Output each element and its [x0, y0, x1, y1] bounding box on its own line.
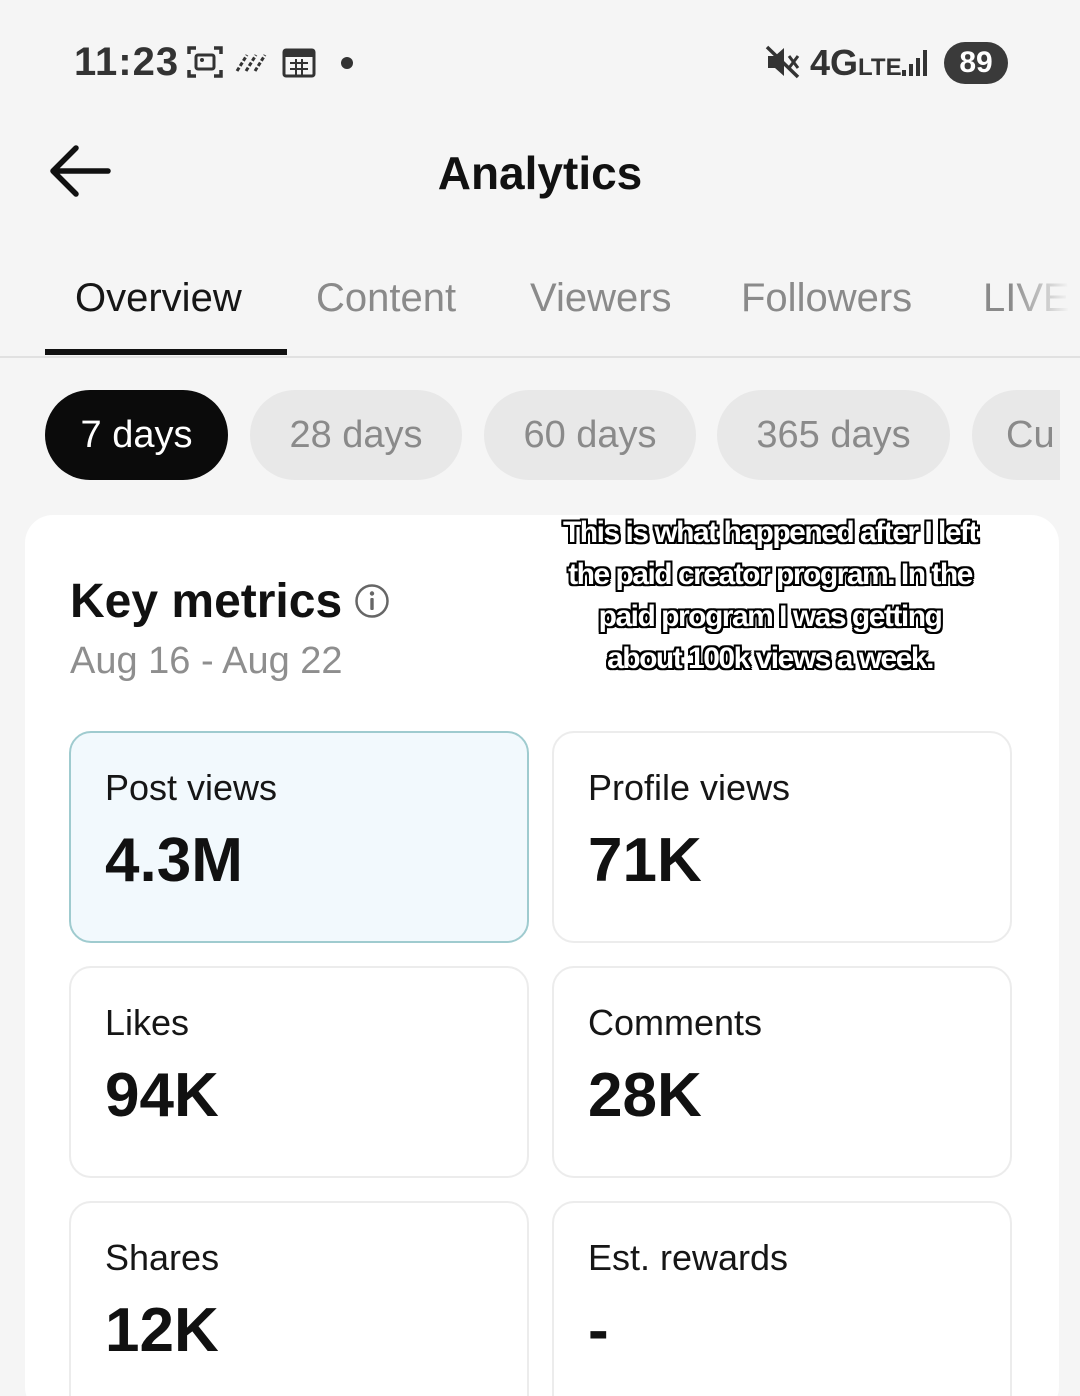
range-chip-365-days[interactable]: 365 days — [717, 390, 950, 480]
metric-value: - — [588, 1296, 609, 1365]
metric-value: 94K — [105, 1061, 219, 1130]
app-header: Analytics — [0, 120, 1080, 230]
date-range-label: Aug 16 - Aug 22 — [70, 640, 343, 682]
range-chip-28-days[interactable]: 28 days — [250, 390, 462, 480]
info-icon[interactable] — [354, 583, 390, 619]
metric-card-profile-views[interactable]: Profile views 71K — [552, 731, 1012, 943]
calendar-icon — [282, 44, 316, 80]
metric-card-post-views[interactable]: Post views 4.3M — [69, 731, 529, 943]
nfc-icon — [234, 44, 268, 80]
metric-value: 12K — [105, 1296, 219, 1365]
metric-label: Comments — [588, 1002, 763, 1043]
status-bar: 11:23 4GLTE 89 — [0, 0, 1080, 120]
arrow-left-icon — [50, 145, 111, 197]
metric-label: Profile views — [588, 767, 791, 808]
analytics-tabs: Overview Content Viewers Followers LIVE — [0, 240, 1080, 358]
battery-indicator: 89 — [944, 42, 1008, 84]
metric-card-comments[interactable]: Comments 28K — [552, 966, 1012, 1178]
metric-value: 71K — [588, 826, 702, 895]
range-chip-7-days[interactable]: 7 days — [45, 390, 228, 480]
metric-card-est-rewards[interactable]: Est. rewards - — [552, 1201, 1012, 1396]
signal-icon — [900, 44, 932, 80]
tab-overview[interactable]: Overview — [75, 276, 242, 320]
tab-followers[interactable]: Followers — [741, 276, 913, 320]
metric-card-shares[interactable]: Shares 12K — [69, 1201, 529, 1396]
date-range-selector: 7 days 28 days 60 days 365 days Cu — [0, 390, 1060, 482]
notification-dot — [341, 57, 353, 69]
metric-label: Likes — [105, 1002, 190, 1043]
tab-viewers[interactable]: Viewers — [530, 276, 672, 320]
active-tab-indicator — [45, 349, 287, 355]
metric-label: Post views — [105, 767, 278, 808]
tabs-fade — [1010, 240, 1080, 356]
tab-content[interactable]: Content — [316, 276, 457, 320]
metric-label: Est. rewards — [588, 1237, 789, 1278]
range-chip-60-days[interactable]: 60 days — [484, 390, 696, 480]
metric-value: 4.3M — [105, 826, 243, 895]
screenshot-icon — [186, 44, 224, 80]
range-chip-custom[interactable]: Cu — [972, 390, 1060, 480]
metric-label: Shares — [105, 1237, 220, 1278]
mute-icon — [764, 44, 802, 80]
overlay-caption: This is what happened after I left the p… — [562, 516, 979, 675]
back-button[interactable] — [44, 138, 116, 204]
metric-value: 28K — [588, 1061, 702, 1130]
page-title: Analytics — [437, 147, 643, 199]
section-title: Key metrics — [70, 575, 343, 628]
network-indicator: 4GLTE — [810, 42, 902, 83]
metric-card-likes[interactable]: Likes 94K — [69, 966, 529, 1178]
status-time: 11:23 — [74, 40, 180, 84]
